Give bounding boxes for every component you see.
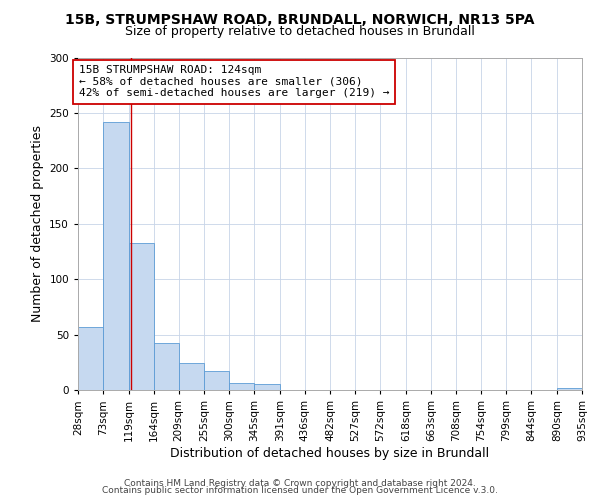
Text: Contains public sector information licensed under the Open Government Licence v.: Contains public sector information licen…: [102, 486, 498, 495]
Bar: [254, 384, 280, 390]
Text: 15B, STRUMPSHAW ROAD, BRUNDALL, NORWICH, NR13 5PA: 15B, STRUMPSHAW ROAD, BRUNDALL, NORWICH,…: [65, 12, 535, 26]
Bar: [103, 122, 128, 390]
Text: 15B STRUMPSHAW ROAD: 124sqm
← 58% of detached houses are smaller (306)
42% of se: 15B STRUMPSHAW ROAD: 124sqm ← 58% of det…: [79, 66, 389, 98]
Text: Contains HM Land Registry data © Crown copyright and database right 2024.: Contains HM Land Registry data © Crown c…: [124, 478, 476, 488]
Bar: [128, 242, 154, 390]
Bar: [78, 327, 103, 390]
Y-axis label: Number of detached properties: Number of detached properties: [31, 125, 44, 322]
X-axis label: Distribution of detached houses by size in Brundall: Distribution of detached houses by size …: [170, 446, 490, 460]
Bar: [204, 371, 229, 390]
Bar: [229, 384, 254, 390]
Bar: [154, 344, 179, 390]
Bar: [179, 364, 204, 390]
Text: Size of property relative to detached houses in Brundall: Size of property relative to detached ho…: [125, 25, 475, 38]
Bar: [557, 388, 582, 390]
